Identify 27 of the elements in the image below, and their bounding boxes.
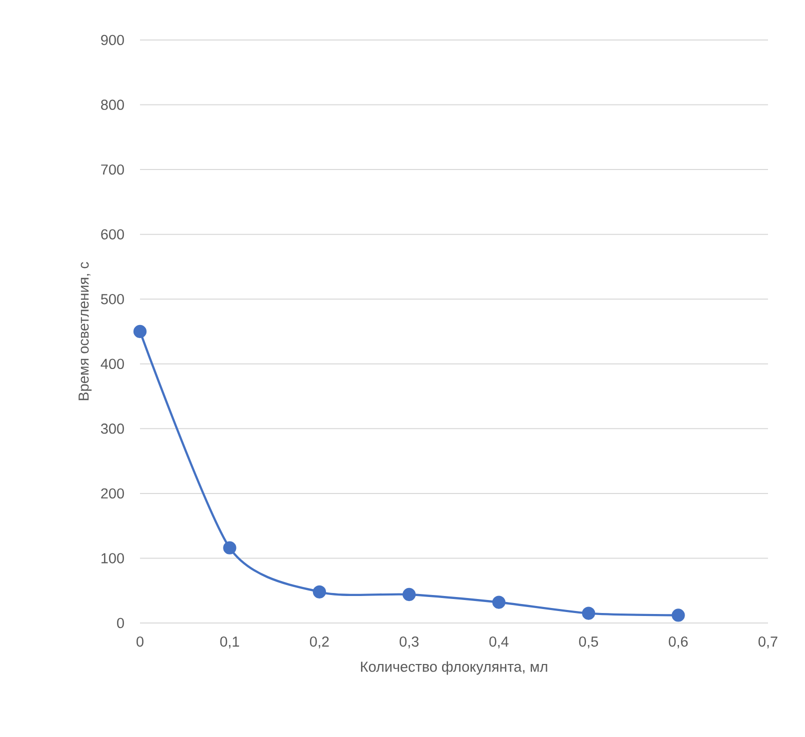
x-axis-title: Количество флокулянта, мл [361, 661, 548, 675]
x-tick-label: 0,3 [400, 636, 419, 648]
x-tick-label: 0,7 [758, 636, 778, 648]
y-tick-label: 400 [100, 358, 124, 370]
y-tick-label: 0 [117, 618, 124, 628]
y-tick-label: 200 [101, 488, 124, 499]
x-tick-label: 0,1 [220, 636, 240, 648]
y-tick-label: 600 [101, 229, 124, 240]
point [672, 608, 685, 622]
y-tick-label: 500 [101, 294, 124, 304]
x-tick-label: 0 [136, 636, 144, 647]
point [312, 585, 326, 598]
x-tick-label: 0,2 [310, 636, 329, 648]
y-tick-label: 800 [101, 100, 124, 110]
point [223, 541, 236, 554]
point [402, 588, 416, 602]
y-tick-label: 900 [101, 34, 124, 46]
x-tick-label: 0,4 [489, 636, 508, 648]
y-tick-label: 100 [102, 553, 124, 564]
y-tick-label: 300 [100, 424, 124, 434]
point [133, 324, 147, 338]
point [492, 596, 506, 609]
point [582, 606, 596, 620]
x-tick-label: 0,6 [668, 636, 688, 648]
y-tick-label: 700 [101, 164, 124, 175]
y-axis-title: Время осветления, с [78, 262, 92, 400]
x-tick-label: 0,5 [579, 636, 598, 648]
